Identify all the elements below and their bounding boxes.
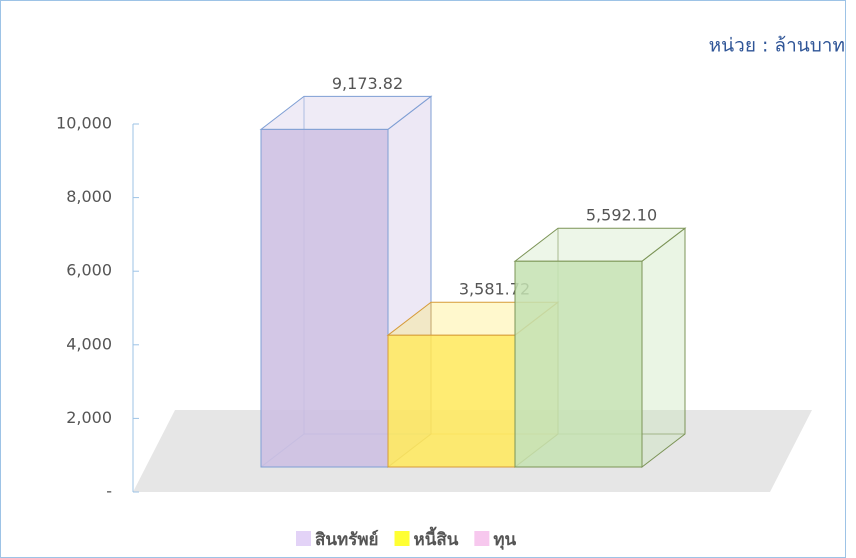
legend-swatch — [474, 531, 490, 546]
bar-front — [514, 260, 643, 468]
value-label: 5,592.10 — [586, 206, 657, 225]
y-tick-label: 4,000 — [66, 334, 112, 353]
y-tick-label: - — [106, 482, 112, 501]
y-tick-label: 10,000 — [56, 114, 112, 133]
bar — [259, 95, 433, 469]
y-tick-label: 2,000 — [66, 408, 112, 427]
legend-swatch — [394, 531, 410, 546]
legend-label: หนี้สิน — [414, 526, 459, 550]
y-tick-label: 6,000 — [66, 261, 112, 280]
legend-swatch — [296, 531, 311, 546]
bar-front — [260, 128, 389, 468]
bar-front — [387, 334, 516, 468]
bar-side — [641, 227, 686, 469]
y-tick-label: 8,000 — [66, 187, 112, 206]
legend-label: ทุน — [493, 530, 516, 550]
bar — [513, 227, 687, 469]
value-label: 9,173.82 — [332, 74, 403, 93]
unit-label: หน่วย : ล้านบาท — [709, 35, 845, 57]
legend-label: สินทรัพย์ — [315, 529, 379, 550]
value-label: 3,581.72 — [459, 280, 530, 299]
